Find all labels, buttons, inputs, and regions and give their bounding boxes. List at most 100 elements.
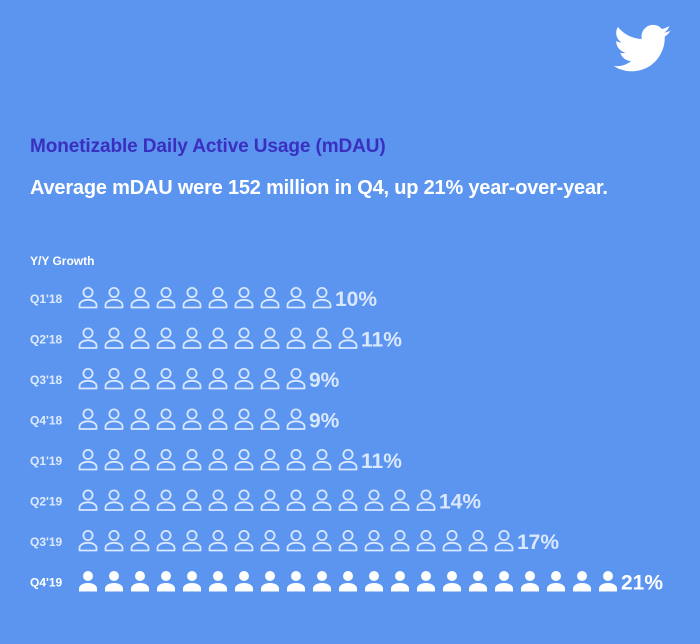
person-icon xyxy=(234,367,254,390)
person-icon xyxy=(286,286,306,309)
person-icon xyxy=(547,571,565,592)
person-icon xyxy=(286,408,306,430)
row-label-4: Q1'19 xyxy=(30,454,63,468)
person-icon xyxy=(260,530,280,552)
person-icon xyxy=(130,448,150,471)
person-icon xyxy=(208,448,228,471)
person-icon xyxy=(78,367,98,390)
person-icon xyxy=(79,571,97,592)
person-icon xyxy=(313,571,331,592)
person-icon xyxy=(312,489,332,511)
row-label-3: Q4'18 xyxy=(30,414,63,428)
row-label-5: Q2'19 xyxy=(30,495,63,509)
person-icon xyxy=(156,327,176,349)
row-label-7: Q4'19 xyxy=(30,576,63,590)
person-icon xyxy=(234,489,254,511)
person-icon xyxy=(287,571,305,592)
person-icon xyxy=(365,571,383,592)
person-icon xyxy=(130,367,150,390)
person-icon xyxy=(104,448,124,471)
person-icon xyxy=(495,571,513,592)
person-icon xyxy=(416,530,436,552)
person-icon xyxy=(416,489,436,511)
person-icon xyxy=(130,286,150,309)
person-icon xyxy=(312,327,332,349)
value-label-3: 9% xyxy=(309,410,340,433)
person-icon xyxy=(260,367,280,390)
person-icon xyxy=(443,571,461,592)
person-icon xyxy=(338,327,358,349)
person-icon xyxy=(599,571,617,592)
person-icon xyxy=(338,448,358,471)
person-icon xyxy=(156,530,176,552)
person-icon xyxy=(104,489,124,511)
person-icon xyxy=(286,489,306,511)
person-icon xyxy=(78,448,98,471)
person-icon xyxy=(468,530,488,552)
person-icon xyxy=(521,571,539,592)
value-label-5: 14% xyxy=(439,491,481,514)
person-icon xyxy=(208,408,228,430)
person-icon xyxy=(235,571,253,592)
person-icon xyxy=(260,408,280,430)
person-icon xyxy=(156,367,176,390)
value-label-2: 9% xyxy=(309,369,340,392)
person-icon xyxy=(182,448,202,471)
value-label-0: 10% xyxy=(335,288,377,311)
value-label-7: 21% xyxy=(621,572,663,595)
chart-subtitle: Average mDAU were 152 million in Q4, up … xyxy=(30,177,608,199)
person-icon xyxy=(286,327,306,349)
person-icon xyxy=(339,571,357,592)
person-icon xyxy=(78,530,98,552)
person-icon xyxy=(260,286,280,309)
value-label-6: 17% xyxy=(517,531,559,554)
person-icon xyxy=(286,367,306,390)
person-icon xyxy=(104,367,124,390)
person-icon xyxy=(364,530,384,552)
row-label-1: Q2'18 xyxy=(30,333,63,347)
yoy-growth-label: Y/Y Growth xyxy=(30,254,95,268)
person-icon xyxy=(182,327,202,349)
person-icon xyxy=(157,571,175,592)
person-icon xyxy=(131,571,149,592)
person-icon xyxy=(182,408,202,430)
person-icon xyxy=(105,571,123,592)
person-icon xyxy=(130,530,150,552)
person-icon xyxy=(182,367,202,390)
person-icon xyxy=(494,530,514,552)
person-icon xyxy=(208,327,228,349)
row-label-0: Q1'18 xyxy=(30,292,63,306)
person-icon xyxy=(260,448,280,471)
person-icon xyxy=(104,327,124,349)
person-icon xyxy=(104,408,124,430)
person-icon xyxy=(338,489,358,511)
person-icon xyxy=(234,408,254,430)
person-icon xyxy=(312,530,332,552)
row-label-6: Q3'19 xyxy=(30,535,63,549)
person-icon xyxy=(442,530,462,552)
person-icon xyxy=(78,286,98,309)
person-icon xyxy=(261,571,279,592)
person-icon xyxy=(78,408,98,430)
person-icon xyxy=(183,571,201,592)
person-icon xyxy=(417,571,435,592)
person-icon xyxy=(260,327,280,349)
person-icon xyxy=(156,489,176,511)
person-icon xyxy=(209,571,228,592)
person-icon xyxy=(208,286,228,309)
person-icon xyxy=(130,327,150,349)
person-icon xyxy=(78,489,98,511)
person-icon xyxy=(390,489,410,511)
person-icon xyxy=(208,367,228,390)
value-label-1: 11% xyxy=(361,329,402,352)
person-icon xyxy=(208,489,228,511)
person-icon xyxy=(391,571,409,592)
person-icon xyxy=(104,286,124,309)
person-icon xyxy=(286,448,306,471)
person-icon xyxy=(234,530,254,552)
person-icon xyxy=(286,530,306,552)
person-icon xyxy=(104,530,124,552)
person-icon xyxy=(260,489,280,511)
person-icon xyxy=(130,408,150,430)
